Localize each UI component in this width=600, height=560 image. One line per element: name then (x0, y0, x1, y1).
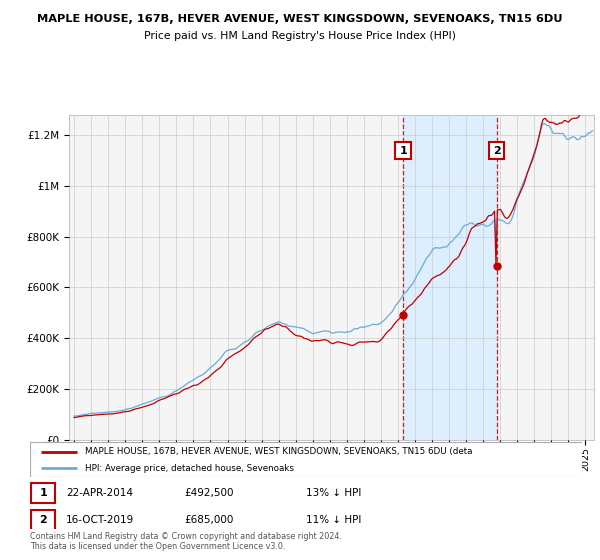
Bar (31, 483, 55, 503)
Text: 2: 2 (493, 146, 500, 156)
Text: 1: 1 (40, 488, 47, 498)
Text: 13% ↓ HPI: 13% ↓ HPI (306, 488, 361, 498)
Text: HPI: Average price, detached house, Sevenoaks: HPI: Average price, detached house, Seve… (85, 464, 294, 473)
Text: 1: 1 (400, 146, 407, 156)
Text: 2: 2 (40, 515, 47, 525)
Text: Price paid vs. HM Land Registry's House Price Index (HPI): Price paid vs. HM Land Registry's House … (144, 31, 456, 41)
Text: MAPLE HOUSE, 167B, HEVER AVENUE, WEST KINGSDOWN, SEVENOAKS, TN15 6DU (deta: MAPLE HOUSE, 167B, HEVER AVENUE, WEST KI… (85, 447, 473, 456)
Bar (31, 510, 55, 530)
Text: 22-APR-2014: 22-APR-2014 (66, 488, 133, 498)
Text: £685,000: £685,000 (185, 515, 234, 525)
Text: Contains HM Land Registry data © Crown copyright and database right 2024.
This d: Contains HM Land Registry data © Crown c… (30, 532, 342, 552)
Text: 11% ↓ HPI: 11% ↓ HPI (306, 515, 361, 525)
Bar (403, 115, 497, 440)
Text: 16-OCT-2019: 16-OCT-2019 (66, 515, 134, 525)
Text: MAPLE HOUSE, 167B, HEVER AVENUE, WEST KINGSDOWN, SEVENOAKS, TN15 6DU: MAPLE HOUSE, 167B, HEVER AVENUE, WEST KI… (37, 14, 563, 24)
Text: £492,500: £492,500 (185, 488, 234, 498)
